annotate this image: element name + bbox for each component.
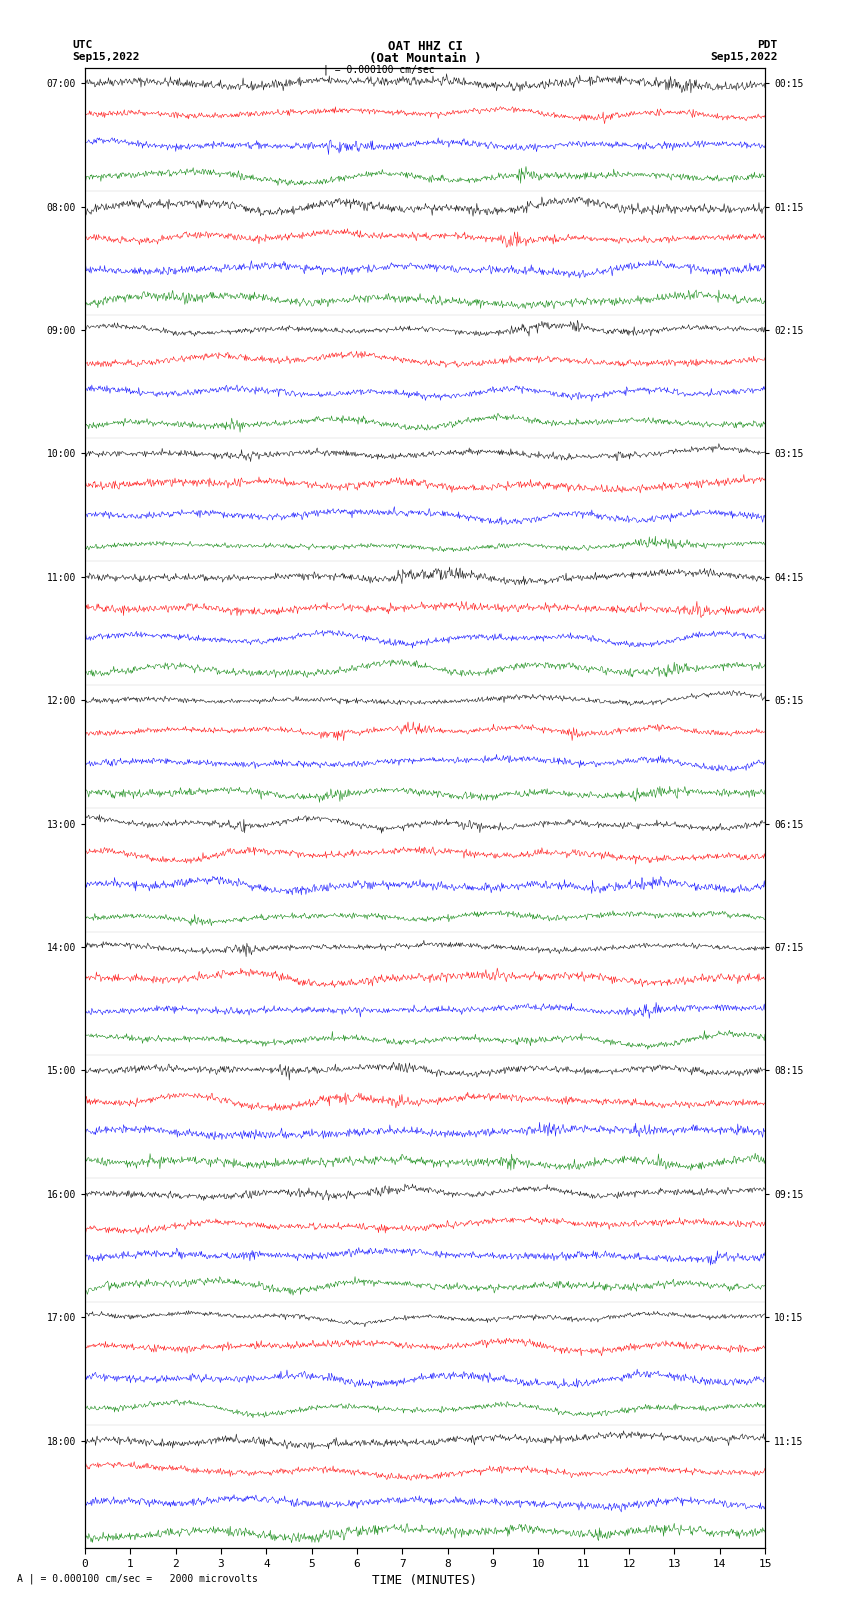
- Text: A | = 0.000100 cm/sec =   2000 microvolts: A | = 0.000100 cm/sec = 2000 microvolts: [17, 1573, 258, 1584]
- Text: Sep15,2022: Sep15,2022: [711, 52, 778, 61]
- Text: | = 0.000100 cm/sec: | = 0.000100 cm/sec: [323, 65, 434, 76]
- Text: OAT HHZ CI: OAT HHZ CI: [388, 40, 462, 53]
- Text: UTC: UTC: [72, 40, 93, 50]
- Text: PDT: PDT: [757, 40, 778, 50]
- Text: Sep15,2022: Sep15,2022: [72, 52, 139, 61]
- X-axis label: TIME (MINUTES): TIME (MINUTES): [372, 1574, 478, 1587]
- Text: (Oat Mountain ): (Oat Mountain ): [369, 52, 481, 65]
